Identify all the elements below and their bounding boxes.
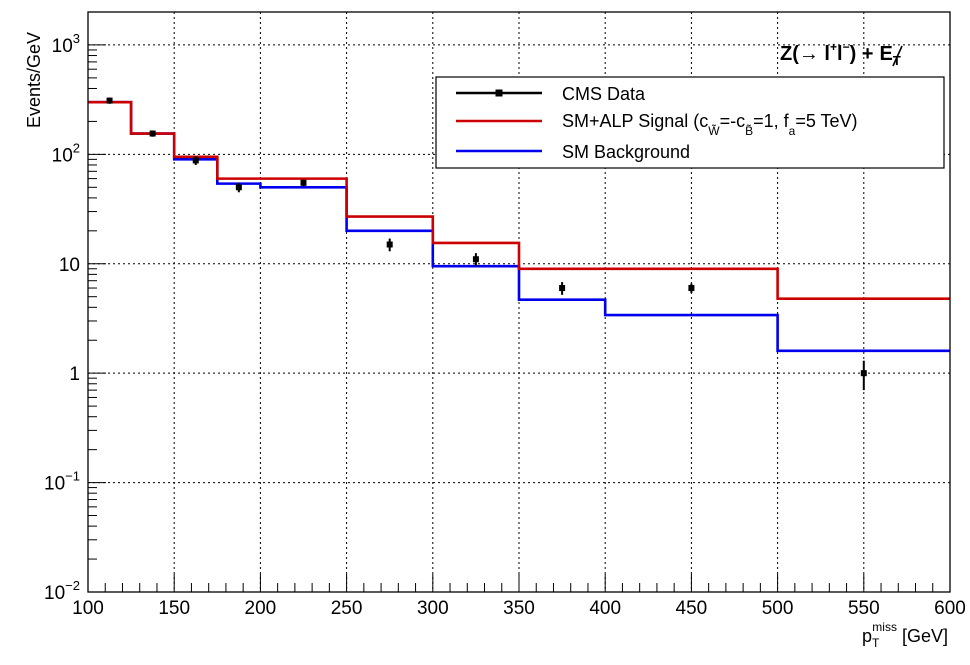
x-tick-label: 350 bbox=[503, 598, 535, 619]
legend: CMS Data SM+ALP Signal (cW̃=-cB̃=1, fa=5… bbox=[435, 76, 945, 169]
annotation: Z(→ l+l−) + ET bbox=[780, 40, 901, 68]
data-point bbox=[688, 285, 695, 292]
data-point bbox=[860, 370, 867, 377]
annotation-text: Z(→ l bbox=[780, 43, 830, 65]
y-tick-label-exp: 3 bbox=[73, 31, 80, 46]
y-tick-label: 102 bbox=[52, 140, 80, 166]
x-tick-label: 600 bbox=[934, 598, 966, 619]
y-tick-label-base: 10 bbox=[52, 145, 73, 166]
annotation-met: E bbox=[880, 43, 893, 65]
plot-frame bbox=[87, 11, 951, 593]
y-tick-label: 103 bbox=[52, 31, 80, 57]
legend-entry-cms-data: CMS Data bbox=[456, 84, 646, 104]
legend-signal-mid1: =-c bbox=[720, 111, 746, 131]
series-cms-data bbox=[106, 97, 867, 391]
y-tick-label: 10 bbox=[59, 255, 80, 276]
x-tick-label: 100 bbox=[72, 598, 104, 619]
y-tick-label-base: 1 bbox=[69, 364, 80, 385]
annotation-sup2: − bbox=[843, 40, 850, 54]
data-point bbox=[235, 184, 242, 191]
y-tick-label: 10−1 bbox=[44, 469, 80, 495]
sm-alp-signal-step-line bbox=[88, 100, 950, 300]
data-point bbox=[300, 179, 307, 186]
y-tick-label-base: 10 bbox=[44, 583, 65, 604]
legend-marker-cms-data bbox=[495, 89, 503, 97]
data-point bbox=[106, 97, 113, 104]
y-tick-label-base: 10 bbox=[44, 474, 65, 495]
x-tick-label: 550 bbox=[848, 598, 880, 619]
x-tick-label: 200 bbox=[245, 598, 277, 619]
data-point bbox=[386, 241, 393, 248]
data-point bbox=[472, 256, 479, 263]
x-axis-title-sup: miss bbox=[872, 620, 897, 634]
legend-entry-background: SM Background bbox=[456, 142, 690, 162]
y-tick-label-exp: −1 bbox=[65, 469, 80, 484]
x-axis-title-main: p bbox=[862, 626, 872, 646]
y-tick-label-exp: −2 bbox=[65, 578, 80, 593]
legend-label-cms-data: CMS Data bbox=[562, 84, 646, 104]
legend-signal-name: SM+ALP Signal (c bbox=[562, 111, 708, 131]
y-tick-label: 1 bbox=[69, 364, 80, 385]
annotation-tail: ) + bbox=[850, 43, 874, 65]
legend-signal-sub3: a bbox=[789, 124, 796, 138]
x-axis-title: pTmiss [GeV] bbox=[862, 620, 948, 650]
series-sm-alp-signal bbox=[88, 100, 950, 300]
x-axis-title-sub: T bbox=[872, 636, 880, 650]
legend-label-signal: SM+ALP Signal (cW̃=-cB̃=1, fa=5 TeV) bbox=[562, 111, 858, 138]
legend-signal-sub1: W̃ bbox=[708, 123, 720, 138]
x-tick-label: 150 bbox=[158, 598, 190, 619]
x-tick-labels: 100 150 200 250 300 350 400 450 500 550 600 bbox=[72, 598, 966, 619]
x-tick-label: 250 bbox=[331, 598, 363, 619]
y-tick-label-base: 10 bbox=[59, 255, 80, 276]
legend-signal-sub2: B̃ bbox=[745, 123, 753, 138]
x-axis-title-unit: [GeV] bbox=[902, 626, 948, 646]
annotation-met-slash bbox=[892, 45, 903, 67]
legend-signal-mid2: =1, f bbox=[753, 111, 790, 131]
annotation-sup1: + bbox=[830, 40, 837, 54]
y-tick-label-base: 10 bbox=[52, 36, 73, 57]
legend-signal-tail: =5 TeV) bbox=[795, 111, 857, 131]
annotation-mid: l bbox=[837, 43, 843, 65]
legend-label-background: SM Background bbox=[562, 142, 690, 162]
y-tick-label-exp: 2 bbox=[73, 140, 80, 155]
data-point bbox=[192, 157, 199, 164]
annotation-met-sub: T bbox=[893, 53, 901, 68]
data-point bbox=[149, 130, 156, 137]
x-tick-label: 400 bbox=[589, 598, 621, 619]
data-point bbox=[559, 285, 566, 292]
y-tick-label: 10−2 bbox=[44, 578, 80, 604]
y-axis-title: Events/GeV bbox=[24, 32, 44, 128]
x-tick-label: 500 bbox=[762, 598, 794, 619]
x-tick-label: 450 bbox=[676, 598, 708, 619]
legend-entry-signal: SM+ALP Signal (cW̃=-cB̃=1, fa=5 TeV) bbox=[456, 111, 858, 138]
x-tick-label: 300 bbox=[417, 598, 449, 619]
